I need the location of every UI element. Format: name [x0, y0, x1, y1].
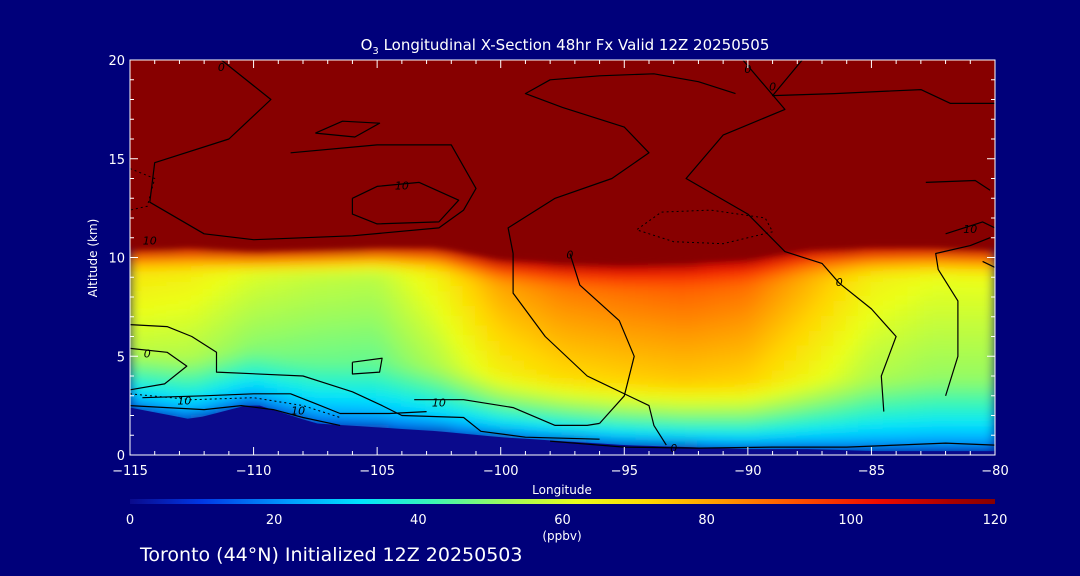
contour-line-negative [635, 209, 774, 245]
contour-label: 10 [177, 395, 191, 408]
colorbar-ticks: 0 20 40 60 80 100 120 [126, 513, 1008, 528]
contour-line [130, 405, 341, 426]
contour-line [315, 120, 381, 138]
contour-line [569, 253, 635, 424]
contour-label: 10 [291, 405, 305, 418]
contour-line-negative [130, 393, 341, 418]
contour-line [945, 221, 995, 235]
contour-line [414, 399, 600, 426]
contour-label: 10 [395, 179, 409, 192]
x-axis-label: Longitude [532, 483, 592, 497]
contour-line [550, 440, 995, 449]
stratosphere-region [130, 60, 995, 265]
chart-title: O3 Longitudinal X-Section 48hr Fx Valid … [361, 36, 770, 57]
contour-label: 0 [744, 63, 751, 76]
colorbar-tick-label: 80 [698, 513, 715, 528]
colorbar-tick-label: 100 [838, 513, 863, 528]
contour-label: 10 [963, 223, 977, 236]
contour-label: 0 [670, 442, 677, 455]
contour-line [130, 324, 600, 440]
footer-caption: Toronto (44°N) Initialized 12Z 20250503 [139, 544, 523, 566]
colorbar-tick-label: 120 [983, 513, 1008, 528]
y-tick-label: 20 [108, 54, 125, 69]
y-axis-label: Altitude (km) [86, 219, 100, 298]
x-tick-label: −90 [734, 464, 761, 479]
contour-line [935, 237, 991, 396]
contour-label: 0 [769, 81, 776, 94]
colorbar-tick-label: 0 [126, 513, 134, 528]
x-tick-label: −115 [112, 464, 148, 479]
colorbar-unit-label: (ppbv) [542, 529, 581, 543]
contour-line [351, 357, 383, 375]
contour-label: 0 [836, 276, 843, 289]
contour-label: 0 [566, 249, 573, 262]
colorbar-tick-label: 20 [266, 513, 283, 528]
x-tick-label: −80 [981, 464, 1008, 479]
contour-line [130, 347, 188, 391]
y-axis: 0 5 10 15 20 [108, 54, 995, 464]
contour-line [149, 60, 477, 241]
contour-line [512, 253, 667, 446]
x-axis: −115 −110 −105 −100 −95 −90 −85 −80 [112, 60, 1009, 479]
colorbar-tick-label: 60 [554, 513, 571, 528]
y-tick-label: 0 [117, 449, 125, 464]
contour-line [685, 60, 897, 412]
contour-line [982, 260, 995, 268]
contour-label: 10 [432, 397, 446, 410]
colorbar-tick-label: 40 [410, 513, 427, 528]
near-surface-region [130, 405, 995, 455]
colorbar [130, 499, 995, 504]
contour-lines [130, 60, 995, 449]
contour-line [507, 73, 736, 254]
x-tick-label: −95 [611, 464, 638, 479]
contour-line [925, 179, 991, 191]
y-tick-label: 5 [117, 350, 125, 365]
contour-line [351, 181, 460, 225]
contour-line [771, 60, 995, 105]
contour-label: 10 [143, 235, 157, 248]
x-tick-label: −85 [858, 464, 885, 479]
contour-label: 0 [218, 61, 225, 74]
x-tick-label: −105 [359, 464, 395, 479]
y-tick-label: 10 [108, 252, 125, 267]
x-tick-label: −100 [483, 464, 519, 479]
x-tick-label: −110 [236, 464, 272, 479]
contour-line [142, 393, 427, 415]
y-tick-label: 15 [108, 153, 125, 168]
contour-line-negative [130, 168, 156, 211]
contour-label: 0 [144, 347, 151, 360]
plot-area: 0 0 0 10 10 10 0 0 0 10 10 10 0 [130, 60, 995, 455]
